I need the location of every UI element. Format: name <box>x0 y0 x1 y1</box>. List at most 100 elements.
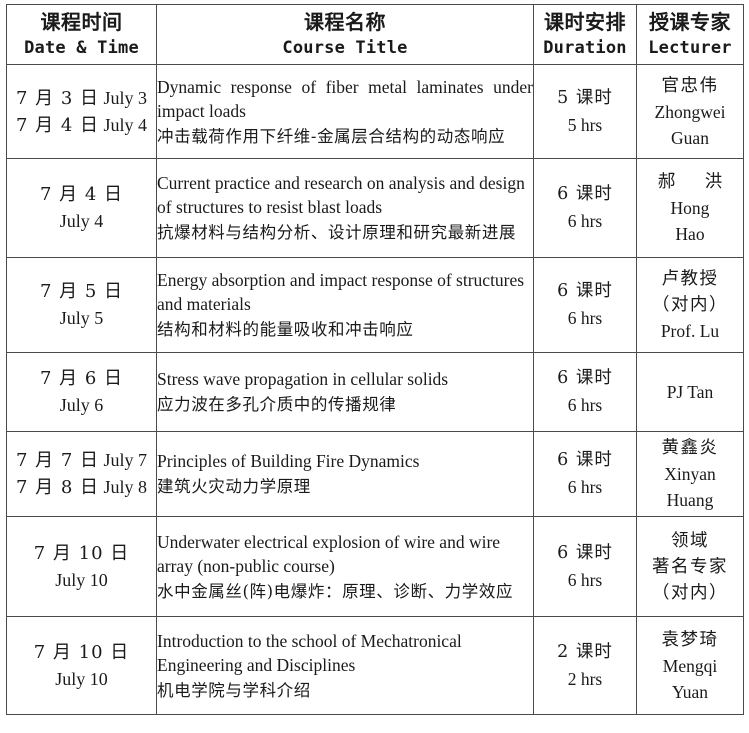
date-en: July 8 <box>103 477 148 497</box>
column-header-course-title-en: Course Title <box>282 37 408 58</box>
cell-lecturer: 官忠伟 Zhongwei Guan <box>636 64 744 159</box>
date-line-1: 7 月 7 日 July 7 <box>7 447 156 474</box>
table-row: 7 月 6 日 July 6 Stress wave propagation i… <box>6 352 744 432</box>
column-header-date-time: 课程时间 Date & Time <box>6 4 157 65</box>
lecturer-line-1: 郝 洪 <box>657 172 735 192</box>
duration-cn: 6 课时 <box>557 368 613 388</box>
cell-course-title: Principles of Building Fire Dynamics 建筑火… <box>156 431 534 517</box>
cell-date-time: 7 月 3 日 July 3 7 月 4 日 July 4 <box>6 64 157 159</box>
duration-en: 6 hrs <box>567 211 603 231</box>
duration-en: 2 hrs <box>567 668 603 689</box>
duration-cn: 6 课时 <box>557 542 613 563</box>
course-title-cn: 冲击载荷作用下纤维-金属层合结构的动态响应 <box>157 126 506 146</box>
course-title-cn: 水中金属丝(阵)电爆炸：原理、诊断、力学效应 <box>157 581 514 601</box>
cell-course-title: Stress wave propagation in cellular soli… <box>156 352 534 432</box>
duration-cn: 6 课时 <box>557 450 613 470</box>
table-row: 7 月 4 日 July 4 Current practice and rese… <box>6 158 744 258</box>
course-title-cn: 应力波在多孔介质中的传播规律 <box>157 395 397 414</box>
course-title-cn: 机电学院与学科介绍 <box>157 680 311 700</box>
cell-course-title: Dynamic response of fiber metal laminate… <box>156 64 534 159</box>
course-title-cn: 结构和材料的能量吸收和冲击响应 <box>157 320 414 339</box>
lecturer-line-2: Zhongwei <box>654 101 726 122</box>
course-title-cn: 抗爆材料与结构分析、设计原理和研究最新进展 <box>157 223 517 242</box>
course-title-en: Underwater electrical explosion of wire … <box>157 531 501 576</box>
cell-lecturer: 卢教授 （对内） Prof. Lu <box>636 257 744 353</box>
lecturer-line-3: Prof. Lu <box>660 321 720 341</box>
column-header-duration-cn: 课时安排 <box>544 9 626 34</box>
cell-duration: 6 课时 6 hrs <box>533 516 637 617</box>
cell-course-title: Underwater electrical explosion of wire … <box>156 516 534 617</box>
cell-date-time: 7 月 10 日 July 10 <box>6 516 157 617</box>
lecturer-line-1: 领域 <box>671 530 709 551</box>
lecturer-line-2: Hong <box>670 198 710 218</box>
lecturer-line-1: 卢教授 <box>661 269 719 289</box>
date-en: July 4 <box>103 114 148 135</box>
duration-en: 6 hrs <box>567 569 603 590</box>
course-title-en: Principles of Building Fire Dynamics <box>157 451 420 471</box>
date-cn: 7 月 8 日 <box>15 477 100 498</box>
date-line-2: July 10 <box>55 569 108 590</box>
duration-cn: 2 课时 <box>557 641 613 662</box>
column-header-duration-en: Duration <box>543 37 627 58</box>
header-row: 课程时间 Date & Time 课程名称 Course Title 课时安排 … <box>6 4 744 65</box>
date-line-1: 7 月 10 日 <box>33 641 130 663</box>
course-title-en: Stress wave propagation in cellular soli… <box>157 369 449 389</box>
course-title-en: Introduction to the school of Mechatroni… <box>157 630 462 675</box>
cell-duration: 6 课时 6 hrs <box>533 158 637 258</box>
lecturer-line-2: Mengqi <box>662 655 718 676</box>
column-header-course-title: 课程名称 Course Title <box>156 4 534 65</box>
cell-duration: 2 课时 2 hrs <box>533 616 637 715</box>
cell-lecturer: 领域 著名专家 （对内） <box>636 516 744 617</box>
cell-course-title: Introduction to the school of Mechatroni… <box>156 616 534 715</box>
cell-lecturer: 黄鑫炎 Xinyan Huang <box>636 431 744 517</box>
lecturer-line-2: Xinyan <box>664 464 716 484</box>
date-line-2: July 4 <box>59 211 104 231</box>
column-header-lecturer-cn: 授课专家 <box>649 9 731 34</box>
table-row: 7 月 10 日 July 10 Introduction to the sch… <box>6 616 744 715</box>
date-line-2: July 5 <box>59 308 104 328</box>
date-line-1: 7 月 5 日 <box>39 281 124 302</box>
table-row: 7 月 5 日 July 5 Energy absorption and imp… <box>6 257 744 353</box>
cell-duration: 5 课时 5 hrs <box>533 64 637 159</box>
lecturer-line-1: 袁梦琦 <box>661 629 719 650</box>
cell-date-time: 7 月 5 日 July 5 <box>6 257 157 353</box>
cell-date-time: 7 月 4 日 July 4 <box>6 158 157 258</box>
course-schedule-table: 课程时间 Date & Time 课程名称 Course Title 课时安排 … <box>6 4 744 715</box>
lecturer-line-3: Hao <box>675 224 705 244</box>
cell-date-time: 7 月 7 日 July 7 7 月 8 日 July 8 <box>6 431 157 517</box>
column-header-course-title-cn: 课程名称 <box>304 9 386 34</box>
date-line-1: 7 月 10 日 <box>33 542 130 564</box>
duration-en: 6 hrs <box>567 395 603 415</box>
lecturer-line-3: Yuan <box>672 681 708 702</box>
course-title-cn: 建筑火灾动力学原理 <box>157 477 311 496</box>
date-line-2: 7 月 4 日 July 4 <box>7 112 156 139</box>
schedule-sheet: 课程时间 Date & Time 课程名称 Course Title 课时安排 … <box>0 4 749 733</box>
date-cn: 7 月 7 日 <box>15 450 100 471</box>
duration-cn: 6 课时 <box>557 281 613 301</box>
cell-lecturer: PJ Tan <box>636 352 744 432</box>
date-en: July 7 <box>103 450 148 470</box>
cell-lecturer: 袁梦琦 Mengqi Yuan <box>636 616 744 715</box>
date-line-2: July 6 <box>59 395 104 415</box>
cell-lecturer: 郝 洪 Hong Hao <box>636 158 744 258</box>
column-header-lecturer-en: Lecturer <box>648 37 732 58</box>
cell-date-time: 7 月 6 日 July 6 <box>6 352 157 432</box>
date-line-1: 7 月 4 日 <box>39 184 124 205</box>
lecturer-line-1: PJ Tan <box>666 382 714 402</box>
course-title-en: Dynamic response of fiber metal laminate… <box>157 76 533 121</box>
lecturer-line-1: 黄鑫炎 <box>661 438 719 458</box>
column-header-lecturer: 授课专家 Lecturer <box>636 4 744 65</box>
table-row: 7 月 3 日 July 3 7 月 4 日 July 4 Dynamic re… <box>6 64 744 159</box>
cell-date-time: 7 月 10 日 July 10 <box>6 616 157 715</box>
duration-en: 5 hrs <box>567 114 603 135</box>
table-row: 7 月 10 日 July 10 Underwater electrical e… <box>6 516 744 617</box>
cell-duration: 6 课时 6 hrs <box>533 431 637 517</box>
cell-duration: 6 课时 6 hrs <box>533 352 637 432</box>
table-body: 7 月 3 日 July 3 7 月 4 日 July 4 Dynamic re… <box>6 64 744 715</box>
lecturer-line-3: （对内） <box>652 582 728 603</box>
date-cn: 7 月 3 日 <box>15 87 100 109</box>
duration-en: 6 hrs <box>567 308 603 328</box>
table-row: 7 月 7 日 July 7 7 月 8 日 July 8 Principles… <box>6 431 744 517</box>
course-title-en: Current practice and research on analysi… <box>157 173 525 217</box>
column-header-date-time-cn: 课程时间 <box>40 9 123 34</box>
